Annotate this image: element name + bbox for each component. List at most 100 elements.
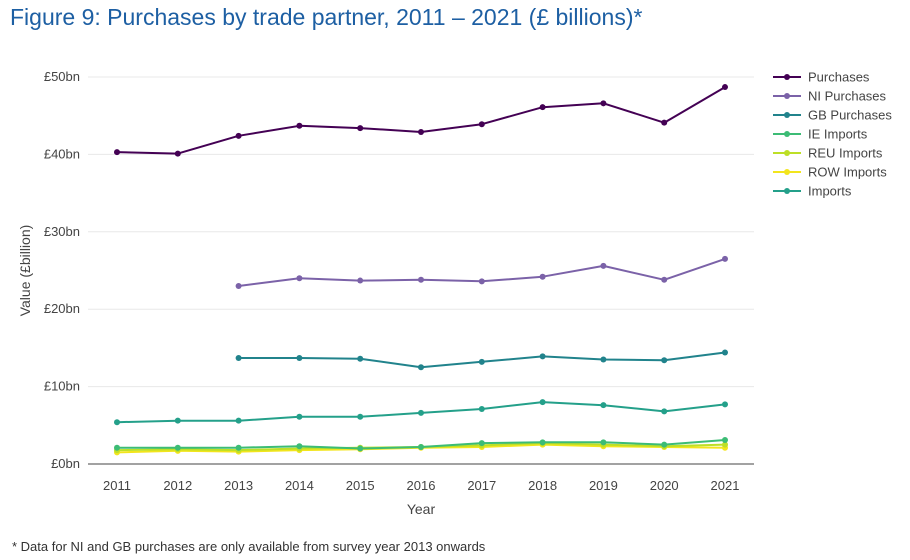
data-point-gb-purchases <box>357 355 364 362</box>
data-point-ni-purchases <box>539 273 546 280</box>
data-point-imports <box>722 401 728 408</box>
legend-swatch-marker <box>784 150 790 156</box>
x-axis-ticks: 2011 2012 2013 2014 2015 2016 2017 2018 2019 2020… <box>103 478 739 493</box>
data-point-imports <box>296 413 303 420</box>
legend-label: NI Purchases <box>808 89 887 104</box>
data-point-gb-purchases <box>661 357 668 364</box>
data-point-gb-purchases <box>539 353 546 360</box>
x-tick-label: 2021 <box>711 478 740 493</box>
series-purchases <box>114 84 728 157</box>
data-point-ni-purchases <box>600 262 607 269</box>
legend-swatch-marker <box>784 131 790 137</box>
x-axis-title: Year <box>407 501 436 517</box>
x-tick-label: 2012 <box>163 478 192 493</box>
data-point-ie-imports <box>235 444 242 451</box>
x-tick-label: 2020 <box>650 478 679 493</box>
data-point-ni-purchases <box>418 276 424 283</box>
legend[interactable]: Purchases NI Purchases GB Purchases IE Impo… <box>773 70 892 199</box>
data-point-ni-purchases <box>296 275 303 282</box>
data-point-purchases <box>539 104 546 111</box>
x-tick-label: 2018 <box>528 478 557 493</box>
legend-swatch-marker <box>784 169 790 175</box>
line-chart: £0bn£10bn£20bn£30bn£40bn£50bn 2011 2012 20… <box>17 69 892 517</box>
data-point-purchases <box>600 100 607 107</box>
data-point-ie-imports <box>600 439 607 446</box>
series-group <box>114 84 728 456</box>
legend-label: REU Imports <box>808 146 883 161</box>
data-point-ni-purchases <box>661 276 668 283</box>
data-point-purchases <box>478 121 485 128</box>
data-point-ie-imports <box>357 445 364 452</box>
data-point-imports <box>114 419 120 426</box>
chart-title: Figure 9: Purchases by trade partner, 20… <box>10 4 643 30</box>
data-point-purchases <box>661 119 668 126</box>
data-point-imports <box>174 417 181 424</box>
x-tick-label: 2014 <box>285 478 314 493</box>
legend-item-imports[interactable]: Imports <box>773 184 852 199</box>
legend-item-purchases[interactable]: Purchases <box>773 70 870 85</box>
y-axis-ticks: £0bn £10bn £20bn £30bn £40bn £50bn <box>44 69 80 471</box>
data-point-ie-imports <box>418 443 424 450</box>
series-imports <box>114 399 728 426</box>
legend-item-ie-imports[interactable]: IE Imports <box>773 127 868 142</box>
legend-label: Imports <box>808 184 852 199</box>
legend-item-gb-purchases[interactable]: GB Purchases <box>773 108 892 123</box>
data-point-imports <box>478 406 485 413</box>
data-point-gb-purchases <box>418 364 424 371</box>
data-point-imports <box>357 413 364 420</box>
legend-swatch-marker <box>784 112 790 118</box>
x-tick-label: 2015 <box>346 478 375 493</box>
legend-item-ni-purchases[interactable]: NI Purchases <box>773 89 887 104</box>
legend-swatch-marker <box>784 93 790 99</box>
y-tick-label: £30bn <box>44 224 80 239</box>
data-point-ie-imports <box>722 437 728 444</box>
data-point-ni-purchases <box>478 278 485 285</box>
data-point-purchases <box>235 132 242 139</box>
data-point-purchases <box>357 125 364 132</box>
legend-item-reu-imports[interactable]: REU Imports <box>773 146 883 161</box>
legend-swatch-marker <box>784 188 790 194</box>
data-point-ni-purchases <box>235 282 242 289</box>
data-point-gb-purchases <box>478 358 485 365</box>
x-tick-label: 2019 <box>589 478 618 493</box>
series-ni-purchases <box>235 255 728 289</box>
legend-label: ROW Imports <box>808 165 887 180</box>
y-tick-label: £20bn <box>44 301 80 316</box>
data-point-ni-purchases <box>357 277 364 284</box>
data-point-gb-purchases <box>296 354 303 361</box>
data-point-ie-imports <box>539 439 546 446</box>
y-tick-label: £10bn <box>44 379 80 394</box>
data-point-ie-imports <box>296 443 303 450</box>
footnote: * Data for NI and GB purchases are only … <box>12 539 486 554</box>
data-point-purchases <box>418 128 424 135</box>
x-tick-label: 2016 <box>407 478 436 493</box>
legend-item-row-imports[interactable]: ROW Imports <box>773 165 887 180</box>
data-point-ni-purchases <box>722 255 728 262</box>
y-tick-label: £0bn <box>51 456 80 471</box>
data-point-imports <box>600 402 607 409</box>
data-point-ie-imports <box>174 444 181 451</box>
data-point-purchases <box>114 149 120 156</box>
x-tick-label: 2017 <box>467 478 496 493</box>
legend-label: IE Imports <box>808 127 868 142</box>
data-point-imports <box>235 417 242 424</box>
y-tick-label: £50bn <box>44 69 80 84</box>
data-point-ie-imports <box>478 440 485 447</box>
data-point-imports <box>418 409 424 416</box>
data-point-reu-imports <box>722 441 728 448</box>
data-point-ie-imports <box>114 444 120 451</box>
data-point-imports <box>661 408 668 415</box>
series-ie-imports <box>114 437 728 452</box>
legend-label: GB Purchases <box>808 108 892 123</box>
data-point-imports <box>539 399 546 406</box>
data-point-purchases <box>174 150 181 157</box>
series-gb-purchases <box>235 349 728 371</box>
data-point-gb-purchases <box>235 354 242 361</box>
legend-label: Purchases <box>808 70 870 85</box>
x-tick-label: 2011 <box>103 478 131 493</box>
x-tick-label: 2013 <box>224 478 253 493</box>
data-point-gb-purchases <box>722 349 728 356</box>
data-point-purchases <box>296 122 303 129</box>
series-line-purchases <box>116 86 726 155</box>
data-point-purchases <box>722 84 728 91</box>
